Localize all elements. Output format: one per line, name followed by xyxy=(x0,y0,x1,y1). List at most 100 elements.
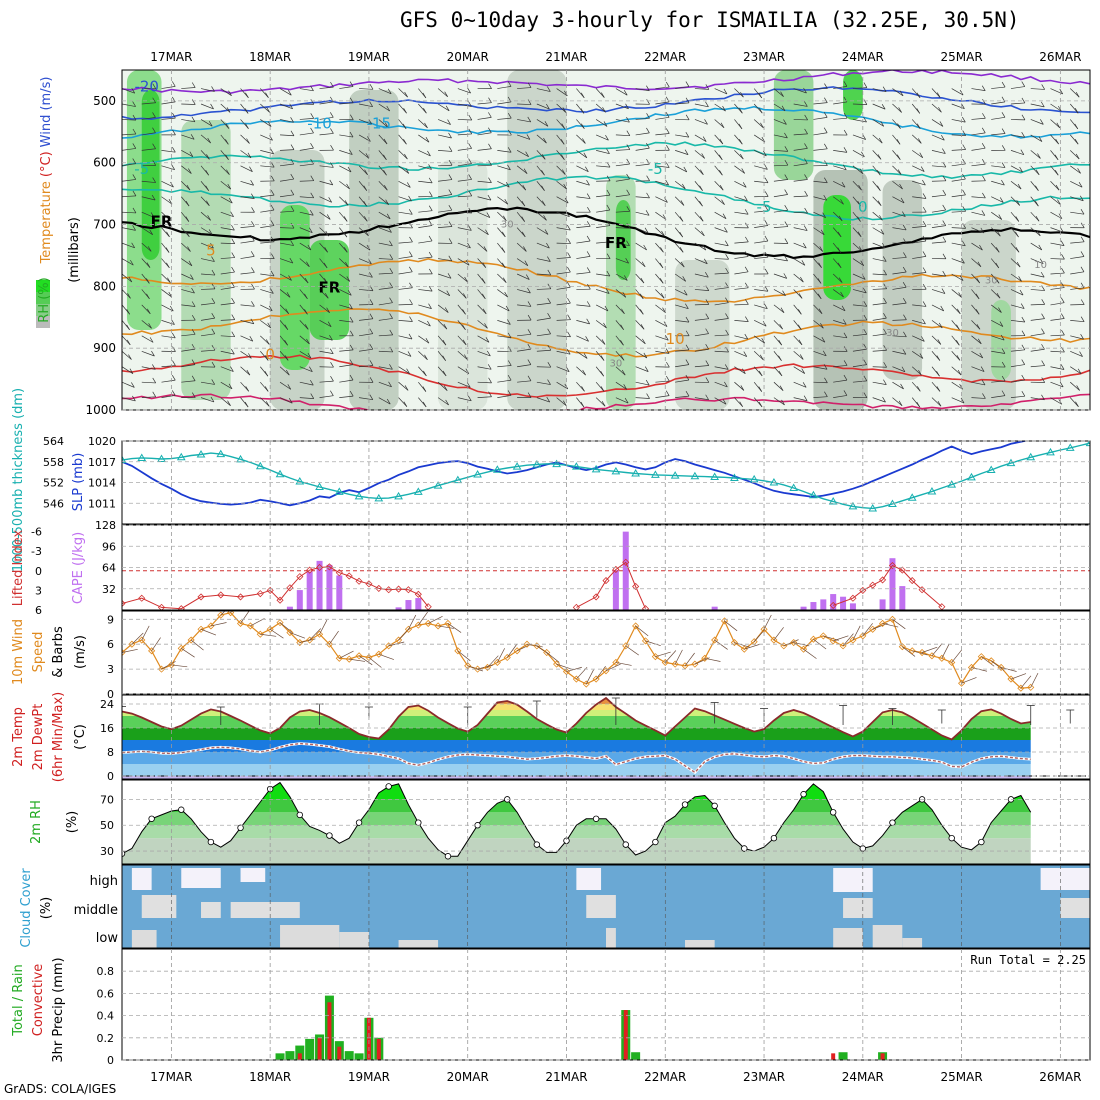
wind-barb xyxy=(418,335,430,344)
wind-barb-flag xyxy=(720,122,725,128)
wind-barb-flag xyxy=(507,147,512,153)
wind-barb xyxy=(279,397,293,404)
wind-barb xyxy=(694,119,708,125)
temp-axis-label-1: 2m Temp xyxy=(11,707,26,767)
wind-barb xyxy=(1070,350,1083,357)
wind-barb-flag xyxy=(405,168,410,174)
wind-barb xyxy=(556,350,571,355)
wind-barb-flag xyxy=(330,375,334,382)
wind-barb xyxy=(813,102,828,105)
wind-barb xyxy=(773,134,788,139)
wind-speed-marker xyxy=(523,640,531,648)
wind-speed-marker xyxy=(661,658,669,667)
cape-bar xyxy=(840,596,847,610)
wind-barb-flag xyxy=(606,189,611,196)
wind-barb-flag xyxy=(1041,360,1045,366)
wind-barb xyxy=(694,242,707,251)
wind-barb-flag xyxy=(447,119,451,125)
bottom-date-label: 22MAR xyxy=(644,1070,686,1084)
wind-barb xyxy=(576,240,591,244)
wind-barb-flag xyxy=(606,236,611,243)
cape-bar xyxy=(326,564,333,610)
wind-barb-flag xyxy=(679,231,684,238)
wind-barb-flag xyxy=(231,252,236,258)
wind-barb xyxy=(892,180,903,190)
label-part: SLP (mb) xyxy=(71,453,86,512)
wind-barb-flag xyxy=(922,193,927,199)
wind-barb xyxy=(299,366,313,373)
wind-barb-flag xyxy=(547,297,551,304)
wind-barb xyxy=(852,625,861,641)
wind-barb xyxy=(595,119,608,127)
wind-speed-marker xyxy=(938,654,946,662)
wind-barb xyxy=(141,196,156,201)
wind-barb xyxy=(1070,241,1085,244)
wind-barb-flag xyxy=(527,359,532,365)
precip-tick: 0 xyxy=(107,1054,114,1067)
wind-barb-flag xyxy=(942,148,946,154)
li-tick: 0 xyxy=(35,565,42,578)
wind-barb-flag xyxy=(567,238,571,244)
wind-barb xyxy=(477,396,492,398)
wind-barb xyxy=(299,211,314,216)
li-marker xyxy=(898,566,906,574)
wind-barb xyxy=(200,211,211,221)
wind-barb xyxy=(299,180,314,182)
wind-barb xyxy=(358,258,372,265)
wind-barb-flag xyxy=(859,168,864,174)
wind-barb-flag xyxy=(132,395,136,402)
wind-barb-flag xyxy=(290,240,294,246)
wind-barb xyxy=(773,150,788,152)
wind-barb xyxy=(991,380,1006,383)
wind-barb-flag xyxy=(186,231,190,237)
wind-barb xyxy=(457,163,472,167)
wind-barb xyxy=(181,364,196,368)
wind-barb xyxy=(1030,119,1044,125)
wind-barb xyxy=(517,87,532,89)
wind-barb xyxy=(793,381,807,388)
wind-barb xyxy=(1050,381,1064,388)
wind-barb xyxy=(299,196,314,199)
wind-barb-flag xyxy=(1021,114,1026,121)
wind-barb xyxy=(280,210,295,213)
wind-barb xyxy=(576,381,585,392)
wind-barb-flag xyxy=(942,220,947,226)
convective-precip-bar xyxy=(623,1010,628,1060)
wind-barb xyxy=(339,86,354,89)
top-date-label: 24MAR xyxy=(842,50,884,64)
wind-barb-flag xyxy=(488,391,492,397)
wind-barb xyxy=(398,397,408,407)
wind-barb-flag xyxy=(562,107,567,113)
wind-speed-marker xyxy=(345,655,353,663)
wind-barb xyxy=(428,616,443,624)
wind-barb xyxy=(122,211,136,214)
rh-marker xyxy=(652,838,659,846)
wind-barb xyxy=(872,397,886,403)
wind-barb-flag xyxy=(980,366,985,372)
wind-barb-flag xyxy=(819,246,824,252)
wind-barb xyxy=(1050,134,1059,145)
wind-barb xyxy=(368,657,382,668)
wind-barb xyxy=(437,103,450,112)
wind-speed-marker xyxy=(859,632,867,640)
wind-barb-flag xyxy=(1075,401,1079,407)
wind-speed-marker xyxy=(997,663,1005,672)
wind-barb xyxy=(536,258,551,262)
li-marker xyxy=(829,601,837,609)
wind-barb xyxy=(536,397,550,403)
wind-barb xyxy=(694,318,709,321)
wind-barb-flag xyxy=(798,309,802,315)
wind-barb xyxy=(398,304,413,306)
wind-barb xyxy=(161,395,176,398)
wind-barb-flag xyxy=(685,97,690,104)
wind-barb xyxy=(1030,273,1045,278)
wind-barb-flag xyxy=(724,227,728,233)
wind-barb-flag xyxy=(290,130,295,136)
wind-barb xyxy=(753,351,764,361)
wind-barb xyxy=(141,320,152,329)
wind-barb xyxy=(260,320,271,329)
top-date-label: 17MAR xyxy=(150,50,192,64)
wind-barb xyxy=(911,134,922,144)
wind-barb-flag xyxy=(566,224,571,231)
